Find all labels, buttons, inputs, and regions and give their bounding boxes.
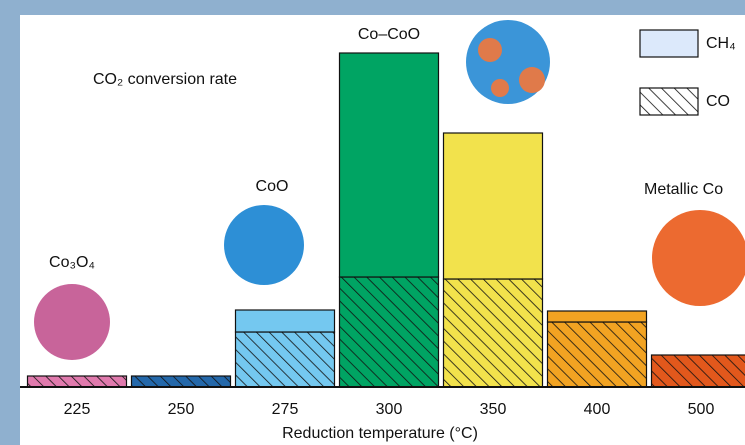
particle-blob (478, 38, 502, 62)
chart-title: CO₂ conversion rate (93, 71, 237, 88)
annotation: Co₃O₄ (49, 254, 95, 271)
annotation: Metallic Co (644, 181, 723, 198)
x-axis-label: Reduction temperature (°C) (282, 425, 478, 442)
annotation: Co–CoO (358, 26, 420, 43)
particle-metallic (652, 210, 745, 306)
particle-co3o4 (34, 284, 110, 360)
bar-segment (546, 310, 648, 323)
x-tick-label: 250 (168, 401, 195, 418)
bar-segment (546, 321, 648, 388)
bar-segment (234, 309, 336, 333)
bar-segment (26, 375, 128, 388)
x-tick-label: 225 (64, 401, 91, 418)
bar-segment (338, 276, 440, 388)
bar-segment (234, 331, 336, 388)
particle-coo (224, 205, 304, 285)
bar-segment (130, 375, 232, 388)
legend-label: CH₄ (706, 35, 736, 52)
x-tick-label: 400 (584, 401, 611, 418)
bar-segment (442, 132, 544, 280)
particle-blob (491, 79, 509, 97)
annotation: CoO (256, 178, 289, 195)
particle-blob (519, 67, 545, 93)
legend-swatch (639, 87, 699, 116)
x-tick-label: 300 (376, 401, 403, 418)
x-tick-label: 350 (480, 401, 507, 418)
nanoparticle-images (34, 20, 745, 360)
x-tick-label: 275 (272, 401, 299, 418)
x-tick-label: 500 (688, 401, 715, 418)
bar-segment (442, 278, 544, 388)
bar-segment (650, 354, 745, 388)
legend-label: CO (706, 93, 730, 110)
legend-swatch (639, 29, 699, 58)
bar-segment (338, 52, 440, 278)
